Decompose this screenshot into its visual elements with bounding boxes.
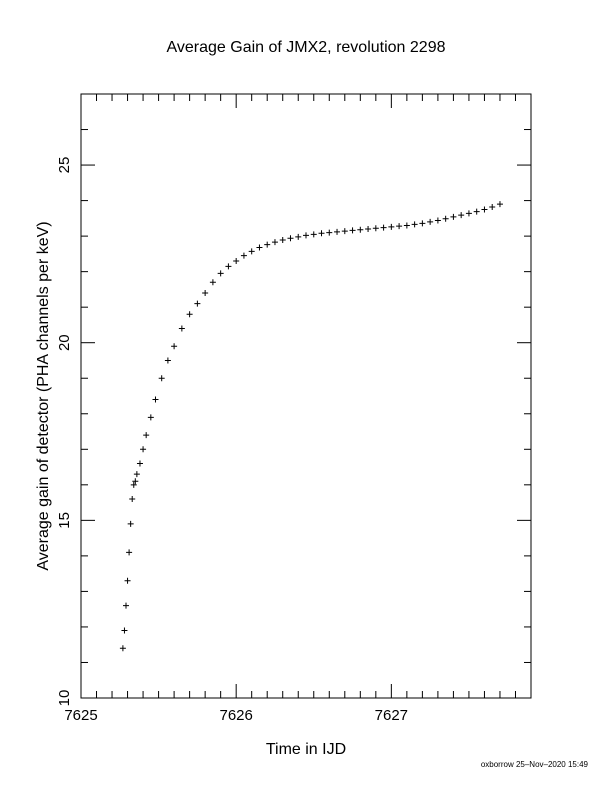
data-point bbox=[186, 311, 193, 318]
data-point bbox=[380, 224, 387, 231]
x-axis-label: Time in IJD bbox=[266, 741, 346, 758]
chart-title: Average Gain of JMX2, revolution 2298 bbox=[167, 39, 446, 56]
data-point bbox=[365, 226, 372, 233]
x-tick-label: 7626 bbox=[219, 707, 252, 724]
data-point bbox=[271, 239, 278, 246]
data-point bbox=[326, 229, 333, 236]
data-point bbox=[403, 222, 410, 229]
data-point bbox=[287, 235, 294, 242]
data-point bbox=[121, 627, 128, 634]
data-point bbox=[132, 478, 139, 485]
data-point bbox=[341, 228, 348, 235]
data-point bbox=[481, 206, 488, 213]
data-point bbox=[279, 237, 286, 244]
data-point bbox=[318, 230, 325, 237]
data-point bbox=[119, 645, 126, 652]
x-tick-label: 7627 bbox=[375, 707, 408, 724]
data-point bbox=[140, 446, 147, 453]
data-point bbox=[225, 263, 232, 270]
data-point bbox=[256, 244, 263, 251]
data-point bbox=[127, 520, 134, 527]
y-ticks bbox=[81, 93, 531, 699]
data-point bbox=[164, 357, 171, 364]
data-point bbox=[158, 375, 165, 382]
data-point bbox=[130, 481, 137, 488]
data-point bbox=[217, 270, 224, 277]
data-point bbox=[388, 223, 395, 230]
data-point bbox=[310, 231, 317, 238]
data-point bbox=[419, 220, 426, 227]
data-point bbox=[334, 228, 341, 235]
data-point bbox=[209, 279, 216, 286]
data-point bbox=[136, 460, 143, 467]
data-point bbox=[396, 223, 403, 230]
data-point bbox=[123, 602, 129, 609]
data-point bbox=[450, 213, 457, 220]
data-point bbox=[202, 289, 209, 296]
data-point bbox=[465, 210, 472, 217]
x-tick-label: 7625 bbox=[64, 707, 97, 724]
data-point bbox=[349, 227, 356, 234]
y-tick-label: 20 bbox=[56, 334, 73, 351]
y-tick-label: 15 bbox=[56, 512, 73, 529]
data-point bbox=[133, 471, 140, 478]
data-point bbox=[264, 241, 271, 248]
data-point bbox=[233, 257, 240, 264]
footer-credit: oxborrow 25–Nov–2020 15:49 bbox=[481, 760, 589, 769]
x-ticks bbox=[80, 94, 532, 698]
data-point bbox=[295, 233, 302, 240]
data-point bbox=[171, 343, 178, 350]
data-point bbox=[496, 201, 503, 208]
data-point bbox=[473, 208, 480, 215]
y-tick-labels: 10 15 20 25 bbox=[56, 157, 73, 707]
plot-frame bbox=[80, 93, 532, 699]
data-point bbox=[458, 212, 465, 219]
y-tick-label: 25 bbox=[56, 157, 73, 174]
data-point bbox=[442, 215, 449, 222]
data-point bbox=[178, 325, 185, 332]
data-point bbox=[126, 549, 133, 556]
x-tick-labels: 7625 7626 7627 bbox=[64, 707, 408, 724]
data-point bbox=[152, 396, 159, 403]
data-point bbox=[489, 203, 496, 210]
data-point bbox=[411, 221, 418, 228]
data-point bbox=[147, 414, 154, 421]
data-point bbox=[240, 252, 247, 259]
data-point bbox=[129, 496, 136, 503]
y-axis-label: Average gain of detector (PHA channels p… bbox=[35, 221, 52, 570]
data-point bbox=[357, 226, 364, 233]
data-point bbox=[434, 217, 441, 224]
data-point bbox=[303, 232, 309, 239]
data-point bbox=[427, 218, 434, 225]
data-point bbox=[194, 300, 201, 307]
y-tick-label: 10 bbox=[56, 690, 73, 707]
data-point bbox=[248, 248, 255, 255]
data-point bbox=[372, 225, 379, 232]
data-point bbox=[124, 577, 131, 584]
data-point bbox=[143, 432, 150, 439]
data-series bbox=[119, 201, 503, 652]
